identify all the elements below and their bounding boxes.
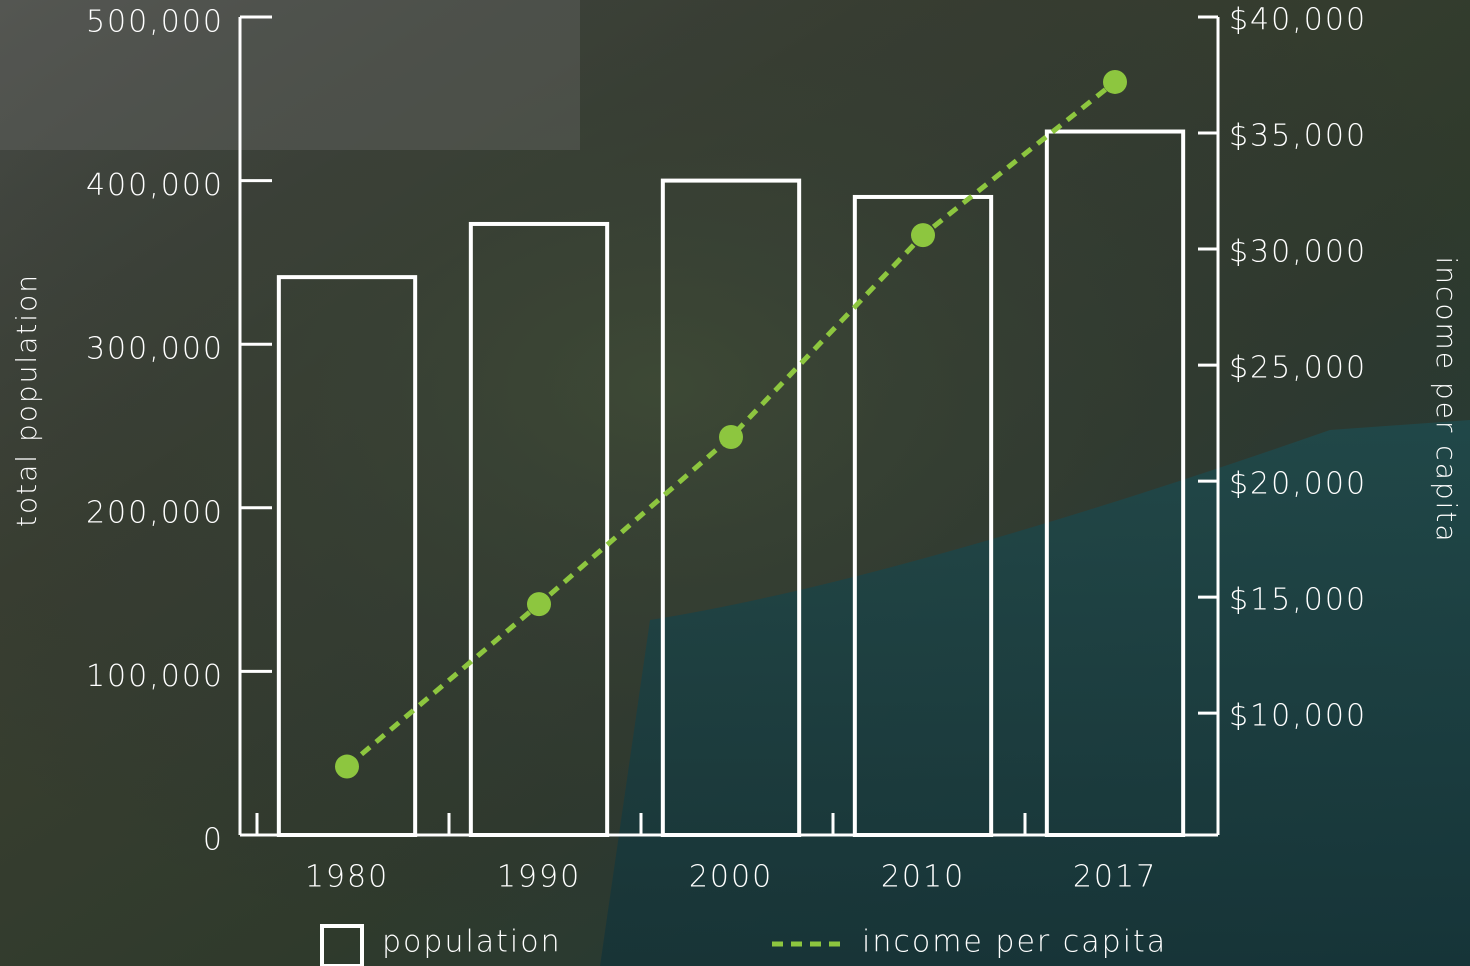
x-tick-label: 2010	[881, 860, 965, 895]
y2-tick-label: $25,000	[1229, 351, 1367, 386]
y2-axis-label: income per capita	[1430, 256, 1463, 543]
y-tick-label: 200,000	[86, 495, 224, 530]
y-axis-label: total population	[10, 273, 43, 527]
y-tick-label: 300,000	[86, 332, 224, 367]
point	[911, 223, 935, 248]
y-tick-label: 400,000	[86, 168, 224, 203]
y2-tick-label: $40,000	[1229, 3, 1367, 38]
y2-tick-label: $35,000	[1229, 119, 1367, 154]
point	[527, 592, 551, 617]
x-tick-label: 1980	[305, 860, 389, 895]
y2-tick-label: $30,000	[1229, 235, 1367, 270]
background-building	[0, 0, 580, 150]
background-water	[600, 420, 1470, 966]
bar	[660, 178, 802, 838]
bar	[1044, 129, 1186, 837]
y2-tick-label: $20,000	[1229, 467, 1367, 502]
point	[335, 754, 359, 779]
x-tick-label: 2000	[689, 860, 773, 895]
y-tick-label: 100,000	[86, 659, 224, 694]
bar	[276, 275, 418, 837]
y-tick-label: 0	[203, 823, 224, 858]
y2-tick-label: $15,000	[1229, 583, 1367, 618]
legend-label: population	[382, 925, 562, 960]
bar	[852, 194, 994, 837]
legend-label: income per capita	[862, 925, 1167, 960]
point	[719, 425, 743, 450]
bar	[468, 221, 610, 838]
legend-swatch	[320, 924, 364, 966]
y2-tick-label: $10,000	[1229, 699, 1367, 734]
point	[1103, 69, 1127, 94]
x-tick-label: 1990	[497, 860, 581, 895]
x-tick-label: 2017	[1073, 860, 1157, 895]
y-tick-label: 500,000	[86, 5, 224, 40]
